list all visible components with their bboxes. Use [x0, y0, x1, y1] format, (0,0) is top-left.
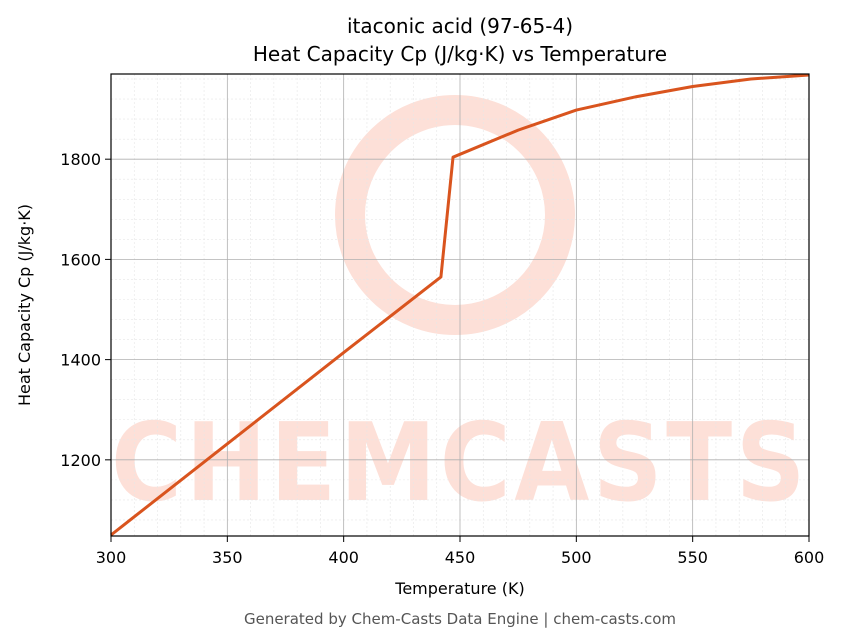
- y-tick-label: 1800: [60, 150, 101, 169]
- chart-title: itaconic acid (97-65-4): [347, 14, 573, 38]
- x-tick-label: 600: [794, 548, 825, 567]
- data-line: [110, 73, 810, 537]
- y-tick-label: 1400: [60, 351, 101, 370]
- y-tick-label: 1600: [60, 250, 101, 269]
- x-tick-label: 350: [212, 548, 243, 567]
- x-tick-label: 450: [445, 548, 476, 567]
- y-tick-label: 1200: [60, 451, 101, 470]
- x-tick-label: 550: [677, 548, 708, 567]
- plot-frame: [110, 73, 810, 537]
- x-tick-label: 500: [561, 548, 592, 567]
- footer: Generated by Chem-Casts Data Engine | ch…: [244, 610, 676, 628]
- y-axis-label: Heat Capacity Cp (J/kg·K): [15, 204, 34, 406]
- x-tick-label: 300: [96, 548, 127, 567]
- x-axis-label: Temperature (K): [394, 579, 524, 598]
- chart-subtitle: Heat Capacity Cp (J/kg·K) vs Temperature: [253, 42, 667, 66]
- watermark: CHEMCASTS: [111, 401, 809, 526]
- watermark-logo: [335, 95, 575, 335]
- x-tick-label: 400: [328, 548, 359, 567]
